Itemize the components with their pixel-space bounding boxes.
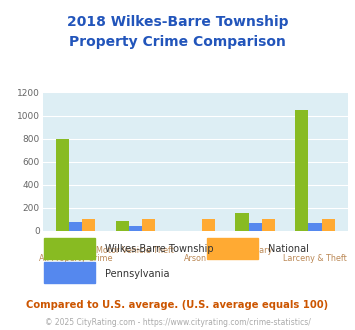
Bar bbox=[82, 219, 95, 231]
Text: Compared to U.S. average. (U.S. average equals 100): Compared to U.S. average. (U.S. average … bbox=[26, 300, 329, 310]
Bar bbox=[262, 219, 275, 231]
Text: Larceny & Theft: Larceny & Theft bbox=[283, 254, 347, 263]
Text: Burglary: Burglary bbox=[238, 246, 272, 255]
Bar bbox=[69, 222, 82, 231]
Text: Arson: Arson bbox=[184, 254, 207, 263]
Text: 2018 Wilkes-Barre Township: 2018 Wilkes-Barre Township bbox=[67, 15, 288, 29]
Bar bbox=[56, 139, 69, 231]
Bar bbox=[295, 110, 308, 231]
Bar bbox=[116, 221, 129, 231]
Bar bbox=[322, 219, 335, 231]
Text: All Property Crime: All Property Crime bbox=[39, 254, 112, 263]
Text: National: National bbox=[268, 244, 309, 254]
FancyBboxPatch shape bbox=[207, 238, 258, 259]
Bar bbox=[235, 213, 248, 231]
Text: © 2025 CityRating.com - https://www.cityrating.com/crime-statistics/: © 2025 CityRating.com - https://www.city… bbox=[45, 318, 310, 327]
FancyBboxPatch shape bbox=[44, 262, 95, 283]
Bar bbox=[142, 219, 155, 231]
Text: Motor Vehicle Theft: Motor Vehicle Theft bbox=[97, 246, 174, 255]
Bar bbox=[308, 223, 322, 231]
Bar bbox=[248, 223, 262, 231]
Text: Pennsylvania: Pennsylvania bbox=[105, 269, 169, 279]
Bar bbox=[202, 219, 215, 231]
Text: Property Crime Comparison: Property Crime Comparison bbox=[69, 35, 286, 49]
FancyBboxPatch shape bbox=[44, 238, 95, 259]
Bar bbox=[129, 226, 142, 231]
Text: Wilkes-Barre Township: Wilkes-Barre Township bbox=[105, 244, 213, 254]
